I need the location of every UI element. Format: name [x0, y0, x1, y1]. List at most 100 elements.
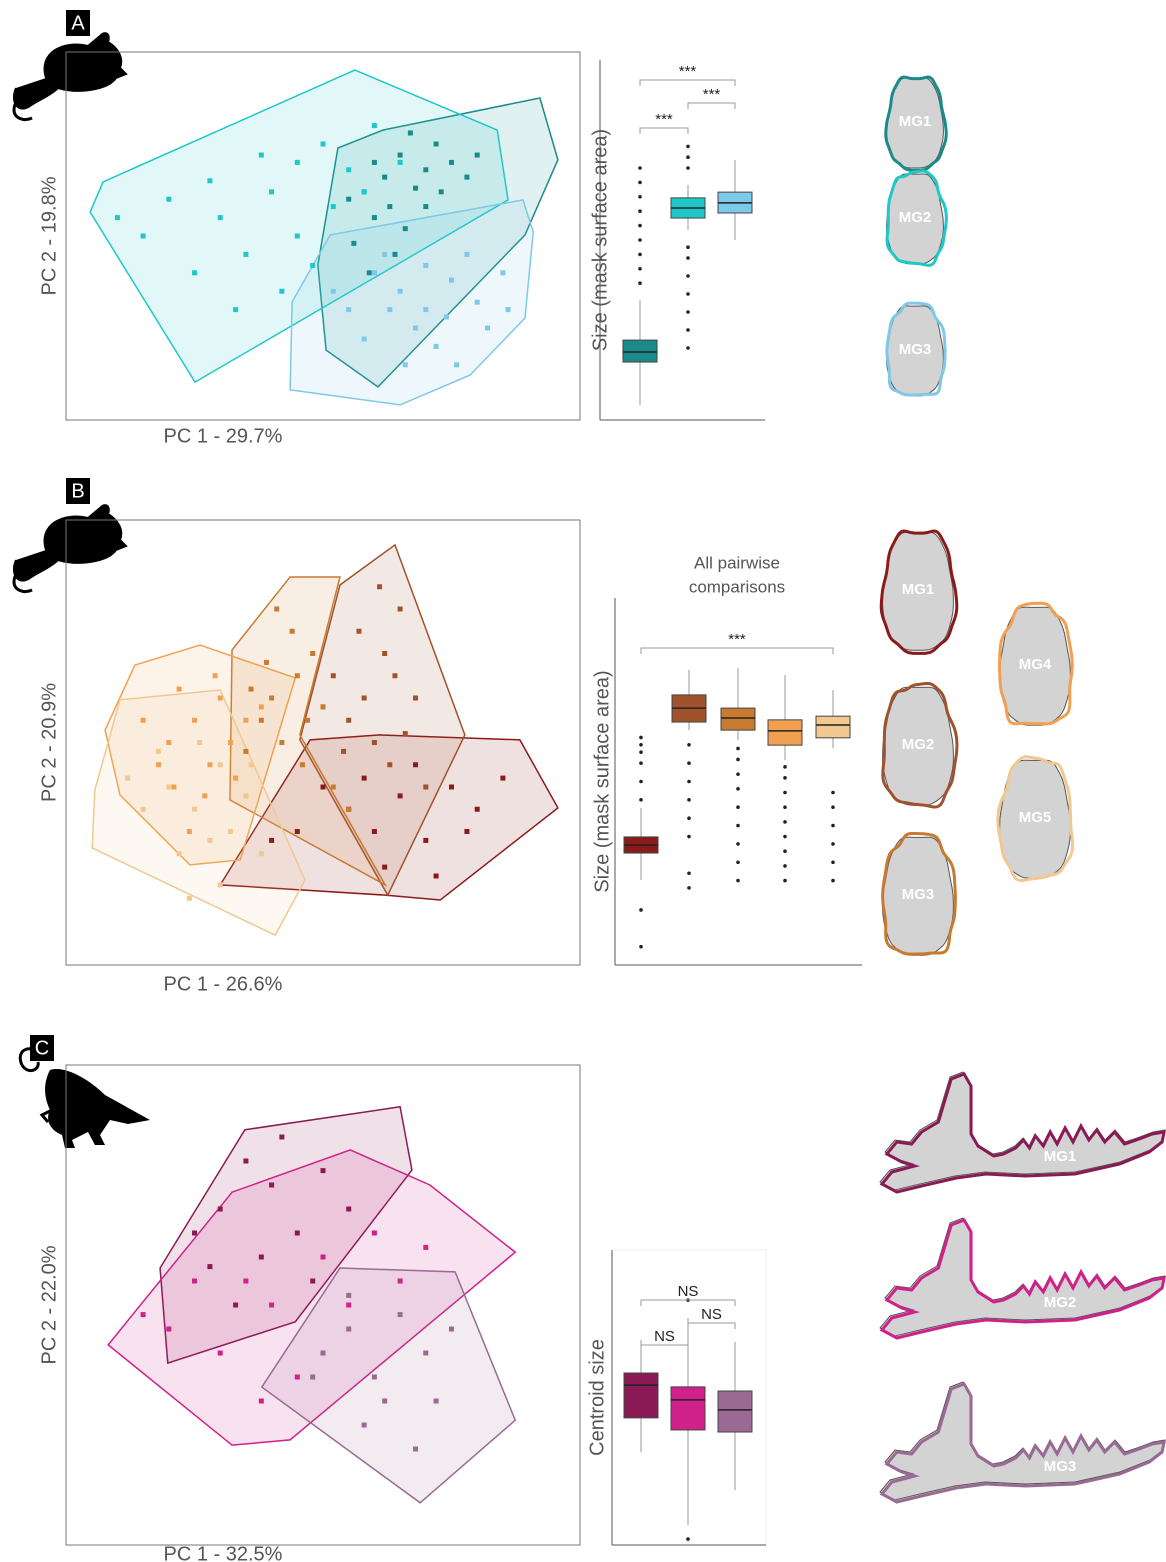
point — [156, 762, 162, 768]
point — [484, 325, 490, 331]
bracket — [640, 647, 834, 654]
point — [371, 1230, 377, 1236]
hull — [91, 689, 306, 937]
outlier — [639, 743, 643, 747]
bracket — [639, 127, 689, 134]
plot-frame — [65, 51, 581, 421]
point — [140, 1312, 146, 1318]
point — [346, 1326, 352, 1332]
point — [387, 204, 393, 210]
point — [356, 628, 362, 634]
outlier — [736, 772, 740, 776]
outlier — [831, 842, 835, 846]
point — [433, 873, 439, 879]
point — [207, 762, 213, 768]
point — [171, 784, 177, 790]
group-shape — [996, 755, 1075, 883]
point — [402, 226, 408, 232]
point — [397, 152, 403, 158]
outlier — [639, 761, 643, 765]
outlier — [686, 310, 690, 314]
group-shape — [879, 1382, 1166, 1504]
point — [166, 196, 172, 202]
outlier — [783, 765, 787, 769]
outlier — [638, 166, 642, 170]
point — [330, 673, 336, 679]
point — [433, 1398, 439, 1404]
point — [243, 717, 249, 723]
point — [413, 1446, 419, 1452]
point — [192, 806, 197, 812]
point — [361, 189, 367, 195]
point — [346, 806, 352, 812]
point — [320, 141, 326, 147]
y-axis-label: Size (mask surface area) — [591, 670, 613, 892]
group-shape — [879, 1218, 1166, 1340]
point — [346, 717, 352, 723]
point — [361, 775, 367, 781]
point — [397, 793, 403, 799]
point — [305, 717, 311, 723]
box — [720, 707, 756, 731]
y-axis-label: PC 2 - 22.0% — [38, 1245, 60, 1364]
point — [454, 362, 460, 368]
group-shape — [879, 1072, 1166, 1194]
group-shape — [997, 601, 1074, 726]
outlier — [639, 798, 643, 802]
point — [207, 178, 213, 184]
outlier — [638, 238, 642, 242]
shrew-icon — [18, 1047, 150, 1148]
comparison-label: *** — [703, 86, 721, 103]
point — [269, 837, 275, 843]
point — [413, 695, 419, 701]
point — [505, 307, 511, 313]
point — [217, 695, 223, 701]
point — [474, 299, 480, 305]
outlier — [687, 886, 691, 890]
y-axis-label: PC 2 - 20.9% — [38, 683, 60, 802]
point — [423, 204, 429, 210]
point — [202, 793, 208, 799]
point — [423, 262, 429, 268]
point — [449, 1326, 454, 1332]
point — [197, 740, 203, 745]
outlier — [687, 743, 691, 747]
point — [294, 233, 300, 239]
group-shape — [881, 832, 957, 956]
point — [294, 673, 300, 679]
point — [192, 1278, 197, 1284]
point — [227, 740, 233, 745]
point — [233, 1302, 239, 1308]
y-axis-label: Size (mask surface area) — [589, 129, 611, 351]
point — [320, 1254, 326, 1260]
box — [623, 1372, 659, 1419]
point — [377, 584, 383, 590]
point — [397, 606, 403, 612]
panel-letter: A — [71, 12, 85, 34]
point — [397, 159, 403, 165]
point — [500, 270, 506, 276]
point — [156, 748, 162, 754]
panel-letter-box — [30, 1035, 54, 1061]
mouse-icon — [12, 32, 128, 122]
point — [397, 1312, 403, 1318]
point — [413, 185, 419, 191]
group-shape — [879, 529, 959, 655]
shape-label: MG3 — [1044, 1458, 1077, 1475]
point — [192, 1230, 197, 1236]
point — [474, 806, 480, 812]
outlier — [736, 746, 740, 751]
panel-letter-box — [66, 478, 90, 504]
point — [387, 762, 393, 768]
hull — [104, 644, 297, 866]
box — [767, 719, 803, 746]
point — [279, 1134, 285, 1140]
outlier — [783, 790, 787, 795]
point — [186, 895, 192, 901]
outlier — [687, 816, 691, 820]
x-axis-label: PC 1 - 32.5% — [164, 1543, 283, 1562]
box — [815, 715, 851, 739]
point — [402, 731, 408, 737]
point — [279, 288, 285, 294]
point — [248, 762, 254, 768]
